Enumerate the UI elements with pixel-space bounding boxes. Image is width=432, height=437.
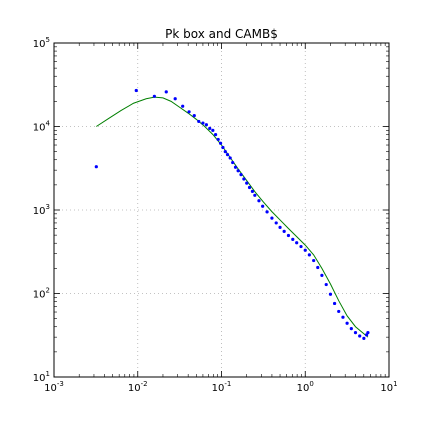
x-tick-base: 10 (297, 383, 310, 394)
x-tick-exponent: -2 (141, 380, 148, 388)
y-tick-exponent: 5 (46, 36, 50, 44)
data-point (328, 292, 333, 296)
x-tick-label: 100 (297, 380, 314, 394)
data-point (204, 123, 208, 127)
data-point (312, 258, 316, 263)
y-tick-label: 104 (33, 120, 51, 134)
y-tick-exponent: 3 (46, 203, 50, 211)
x-tick-base: 10 (212, 383, 225, 394)
data-point (362, 336, 366, 340)
data-point (134, 88, 138, 93)
x-tick-label: 10-2 (128, 380, 148, 394)
data-point (265, 210, 269, 214)
x-tick-base: 10 (44, 383, 57, 394)
data-point (233, 165, 238, 169)
data-point (213, 132, 218, 137)
data-point (295, 241, 299, 245)
data-point (307, 253, 311, 257)
data-point (197, 119, 201, 124)
data-point (324, 282, 328, 287)
data-point (332, 301, 337, 306)
data-point (341, 315, 345, 319)
x-tick-exponent: 1 (393, 380, 397, 388)
data-point (291, 237, 295, 241)
x-tick-labels: 10-3 10-2 10-1 100 101 (44, 380, 397, 394)
data-point (257, 199, 261, 203)
y-tick-label: 101 (33, 370, 50, 384)
data-point (223, 150, 227, 154)
x-tick-exponent: 0 (309, 380, 313, 388)
data-point (299, 244, 303, 249)
data-point (270, 216, 274, 220)
data-point (274, 221, 278, 225)
data-point (286, 233, 291, 238)
data-point (164, 90, 168, 94)
data-point (152, 94, 156, 98)
data-point (245, 181, 249, 185)
data-point (173, 97, 177, 101)
data-point (247, 185, 252, 190)
data-point (316, 265, 320, 270)
data-point (208, 126, 212, 130)
y-tick-base: 10 (33, 206, 46, 217)
data-point (345, 321, 349, 325)
data-point (225, 153, 230, 157)
x-tick-label: 10-1 (212, 380, 232, 394)
data-point (187, 110, 191, 114)
y-tick-label: 105 (33, 36, 50, 50)
data-point (228, 156, 232, 160)
x-tick-label: 101 (380, 380, 397, 394)
y-tick-exponent: 1 (46, 370, 50, 378)
data-point (250, 189, 255, 193)
data-point (236, 169, 240, 173)
y-tick-label: 103 (33, 203, 50, 217)
data-point (231, 160, 235, 165)
data-point (201, 121, 205, 125)
data-point (239, 173, 243, 177)
y-tick-base: 10 (33, 39, 46, 50)
x-tick-exponent: -1 (224, 380, 231, 388)
data-point (349, 326, 353, 331)
data-point (358, 334, 362, 338)
data-point (211, 128, 215, 132)
data-point (94, 165, 98, 169)
data-point (282, 229, 286, 233)
data-point (253, 193, 257, 197)
y-tick-base: 10 (33, 123, 46, 134)
data-point (192, 114, 196, 118)
y-tick-base: 10 (33, 290, 46, 301)
data-point (366, 331, 370, 335)
y-tick-base: 10 (33, 373, 46, 384)
data-point (353, 331, 358, 335)
x-tick-base: 10 (380, 383, 393, 394)
x-tick-base: 10 (128, 383, 141, 394)
x-tick-label: 10-3 (44, 380, 64, 394)
chart-title: Pk box and CAMB$ (165, 27, 278, 41)
data-point (303, 248, 307, 252)
plot-area-background (54, 43, 389, 377)
data-point (337, 309, 341, 314)
data-point (218, 141, 223, 145)
data-point (242, 177, 246, 181)
points-layer (94, 88, 370, 340)
y-tick-label: 102 (33, 287, 50, 301)
data-point (278, 225, 282, 229)
data-point (320, 273, 324, 277)
y-tick-exponent: 2 (46, 287, 50, 295)
data-point (216, 137, 220, 142)
data-point (221, 145, 225, 150)
y-tick-exponent: 4 (46, 120, 51, 128)
ticks (53, 42, 390, 378)
x-tick-exponent: -3 (57, 380, 64, 388)
data-point (181, 104, 185, 108)
data-point (261, 204, 265, 208)
